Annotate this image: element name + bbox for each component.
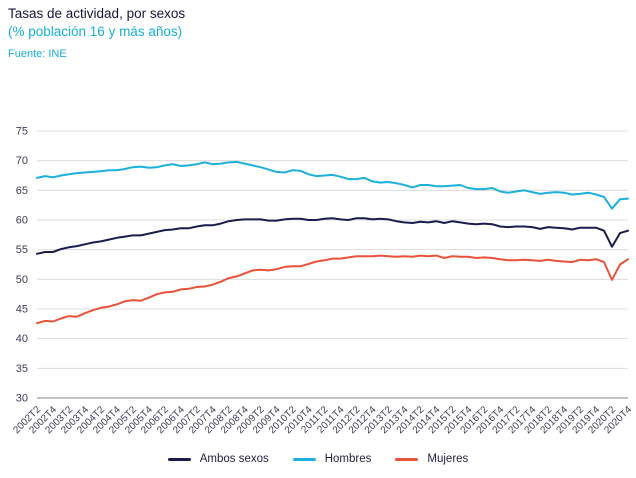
ambos-sexos-line-swatch <box>167 457 191 461</box>
mujeres-line-swatch <box>395 457 419 461</box>
y-axis-tick-label: 45 <box>16 304 28 316</box>
hombres-line-swatch <box>292 457 316 461</box>
y-axis-tick-label: 60 <box>16 215 28 227</box>
y-axis-tick-label: 70 <box>16 155 28 167</box>
legend-label: Ambos sexos <box>199 453 269 465</box>
series-line-hombres <box>36 160 629 210</box>
legend-item-ambos-sexos: Ambos sexos <box>167 453 269 465</box>
source-label: Fuente: INE <box>8 48 67 60</box>
y-axis-tick-label: 50 <box>16 274 28 286</box>
y-axis-tick-label: 30 <box>16 393 28 405</box>
y-axis-tick-label: 40 <box>16 333 28 345</box>
y-axis-tick-label: 75 <box>16 126 28 138</box>
legend-item-mujeres: Mujeres <box>395 453 468 465</box>
series-line-ambos-sexos <box>36 217 629 255</box>
y-axis-tick-label: 55 <box>16 244 28 256</box>
series-line-mujeres <box>36 254 629 325</box>
legend-item-hombres: Hombres <box>292 453 372 465</box>
chart-legend: Ambos sexos Hombres Mujeres <box>0 453 636 465</box>
legend-label: Hombres <box>324 453 372 465</box>
y-axis-tick-label: 35 <box>16 363 28 375</box>
legend-label: Mujeres <box>427 453 469 465</box>
page-title: Tasas de actividad, por sexos <box>8 6 186 21</box>
y-axis-tick-label: 65 <box>16 185 28 197</box>
chart-header: Tasas de actividad, por sexos (% poblaci… <box>8 5 185 41</box>
line-chart: 303540455055606570752002T22002T42003T220… <box>11 126 634 437</box>
chart-subtitle: (% población 16 y más años) <box>8 24 183 39</box>
